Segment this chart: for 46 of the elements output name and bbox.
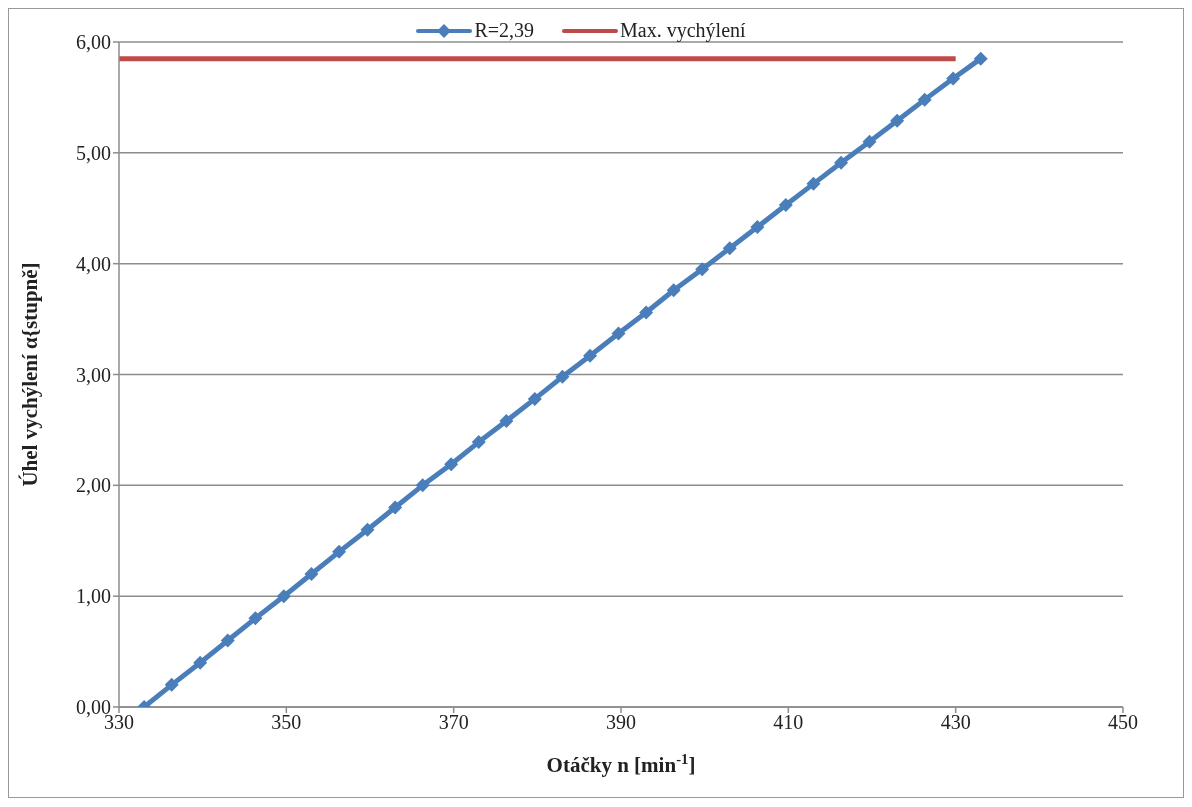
y-tick-label: 6,00	[76, 31, 111, 54]
point	[471, 435, 486, 450]
legend-label: R=2,39	[474, 19, 535, 42]
y-tick-label: 1,00	[76, 585, 111, 608]
point	[639, 305, 654, 320]
point	[164, 677, 179, 692]
point	[806, 176, 821, 191]
point	[695, 262, 710, 277]
point	[388, 500, 403, 515]
point	[917, 92, 932, 107]
x-tick-label: 410	[773, 711, 804, 734]
point	[276, 589, 291, 604]
point	[611, 326, 626, 341]
point	[750, 220, 765, 235]
y-tick-label: 5,00	[76, 141, 111, 164]
point	[415, 478, 430, 493]
x-tick-label: 390	[606, 711, 636, 734]
point	[304, 567, 319, 581]
point	[778, 197, 793, 212]
legend-label: Max. vychýlení	[620, 19, 746, 42]
x-tick-label: 450	[1108, 711, 1138, 734]
point	[332, 544, 347, 559]
point	[973, 51, 988, 66]
y-tick-label: 2,00	[76, 474, 111, 497]
point	[220, 633, 235, 648]
y-axis-title: Úhel vychýlení α{stupně]	[18, 262, 42, 487]
point	[722, 241, 737, 256]
x-axis-title: Otáčky n [min$^{-1}$]	[546, 751, 696, 777]
point	[555, 369, 570, 384]
y-tick-label: 3,00	[76, 363, 111, 386]
point	[193, 655, 208, 670]
point	[946, 71, 961, 86]
point	[444, 457, 459, 472]
point	[862, 134, 877, 149]
point	[248, 611, 263, 626]
point	[890, 113, 905, 128]
y-tick-label: 4,00	[76, 252, 111, 275]
point	[360, 522, 375, 537]
point	[499, 414, 514, 429]
point	[834, 155, 849, 170]
x-tick-label: 370	[438, 711, 469, 734]
point	[666, 283, 681, 298]
x-tick-label: 430	[940, 711, 971, 734]
point	[527, 391, 542, 406]
point	[583, 348, 598, 363]
x-tick-label: 350	[271, 711, 302, 734]
